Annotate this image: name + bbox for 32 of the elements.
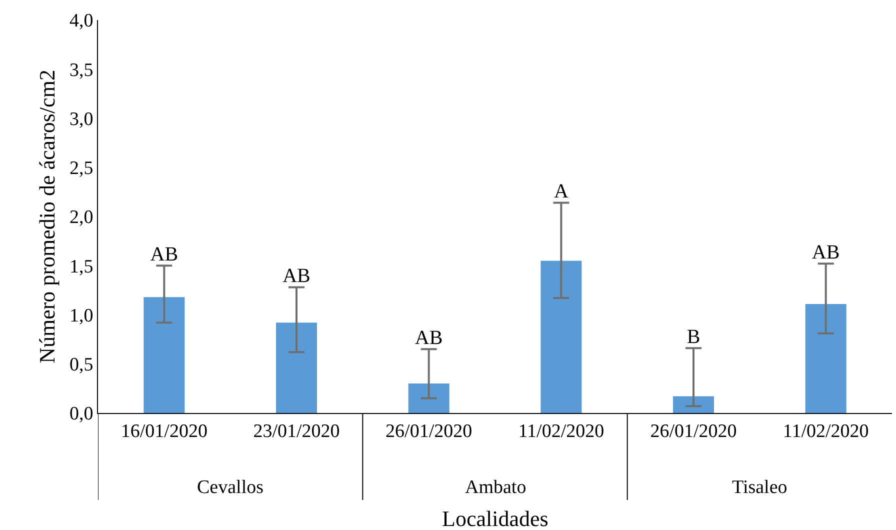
y-axis-title: Número promedio de ácaros/cm2 (34, 70, 60, 364)
x-tick-label: 26/01/2020 (650, 420, 737, 442)
text: Cevallos (197, 477, 264, 498)
y-tick-label: 1,0 (69, 305, 94, 326)
bar (672, 396, 714, 413)
bar (144, 297, 185, 413)
y-tick-label: 3,0 (69, 108, 94, 130)
x-tick-label: 11/02/2020 (782, 420, 869, 442)
y-tick-label: 2,0 (69, 207, 94, 228)
text: Tisaleo (732, 477, 788, 498)
y-tick-label: 4,0 (69, 10, 94, 32)
data-label: AB (414, 327, 443, 350)
y-tick-label: 3,5 (69, 60, 94, 81)
y-tick-label: 2,5 (69, 158, 94, 180)
x-axis-title: Localidades (442, 506, 548, 530)
data-label: AB (282, 265, 310, 288)
text: Ambato (465, 477, 526, 498)
y-tick-label: 0,0 (69, 404, 94, 425)
data-label: AB (150, 244, 178, 266)
x-tick-label: 23/01/2020 (253, 420, 340, 442)
bar (540, 260, 582, 413)
x-tick-label: 11/02/2020 (518, 420, 604, 442)
x-tick-label: 16/01/2020 (120, 420, 208, 442)
data-label: B (686, 326, 700, 348)
bar (276, 322, 318, 413)
x-tick-label: 26/01/2020 (386, 420, 472, 442)
bar (408, 384, 450, 413)
bar (805, 304, 846, 413)
data-label: AB (812, 242, 840, 264)
y-tick-label: 1,5 (69, 256, 94, 278)
y-tick-label: 0,5 (69, 354, 94, 376)
data-label: A (554, 180, 569, 203)
